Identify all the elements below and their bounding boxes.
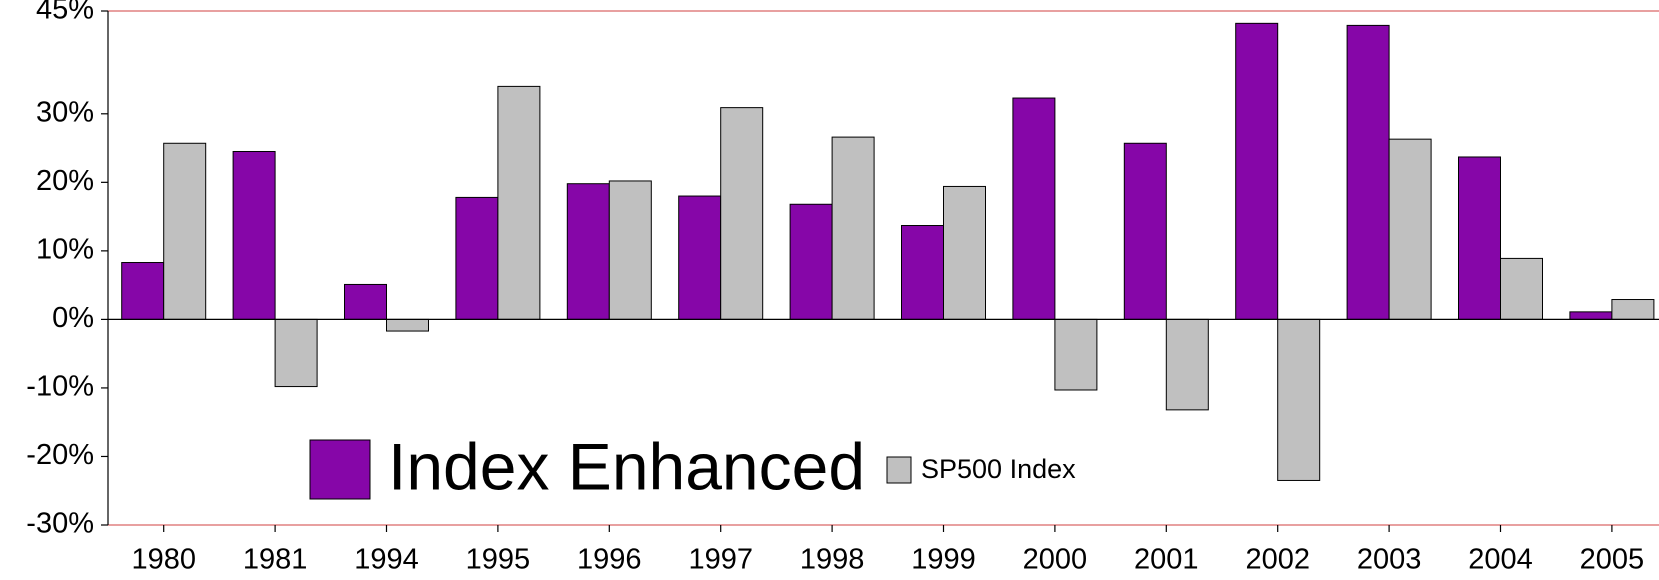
x-tick-label: 1996 [577, 544, 642, 576]
y-tick-label: 10% [36, 234, 94, 266]
x-tick-label: 1995 [466, 544, 531, 576]
legend-label: SP500 Index [921, 454, 1076, 484]
bar [831, 136, 875, 320]
x-tick-label: 1994 [354, 544, 419, 576]
bar [566, 183, 610, 320]
y-tick-label: -30% [26, 508, 94, 540]
bar [1123, 142, 1167, 320]
x-tick-label: 2002 [1245, 544, 1310, 576]
y-tick-label: 0% [52, 302, 94, 334]
bar [1569, 311, 1613, 320]
x-tick-label: 1981 [243, 544, 308, 576]
bar [1611, 299, 1655, 320]
legend-label: Index Enhanced [388, 429, 865, 503]
bar [497, 85, 541, 320]
bar [274, 318, 318, 388]
bar [163, 142, 207, 320]
y-tick-label: 30% [36, 96, 94, 128]
bar [720, 107, 764, 320]
bar [1388, 138, 1432, 320]
y-tick-label: 45% [36, 0, 94, 26]
bar [1012, 97, 1056, 320]
legend-swatch [886, 456, 912, 484]
legend-swatch [309, 439, 371, 500]
x-tick-label: 2003 [1357, 544, 1422, 576]
x-tick-label: 1999 [911, 544, 976, 576]
y-tick-label: -10% [26, 371, 94, 403]
x-tick-label: 2005 [1580, 544, 1645, 576]
bar [943, 185, 986, 320]
y-tick-label: -20% [26, 439, 94, 471]
bar [1235, 22, 1279, 320]
bar [1458, 156, 1501, 320]
bar [678, 195, 722, 320]
bar [1277, 318, 1321, 481]
bar [386, 318, 429, 332]
x-tick-label: 1998 [800, 544, 865, 576]
bar [1165, 318, 1209, 411]
bar [1500, 257, 1543, 320]
bar [789, 203, 833, 320]
x-tick-label: 1980 [131, 544, 196, 576]
bar [455, 196, 499, 320]
bar [232, 150, 276, 320]
bar [344, 283, 387, 320]
x-tick-label: 2004 [1468, 544, 1533, 576]
legend: Index Enhanced SP500 Index [309, 429, 1076, 503]
bar [901, 225, 944, 320]
bar [1054, 318, 1098, 391]
x-tick-label: 1997 [688, 544, 753, 576]
bar [121, 262, 165, 320]
x-tick-label: 2001 [1134, 544, 1199, 576]
y-tick-label: 20% [36, 165, 94, 197]
bar [1346, 24, 1390, 320]
bar [608, 180, 652, 320]
x-tick-label: 2000 [1023, 544, 1088, 576]
